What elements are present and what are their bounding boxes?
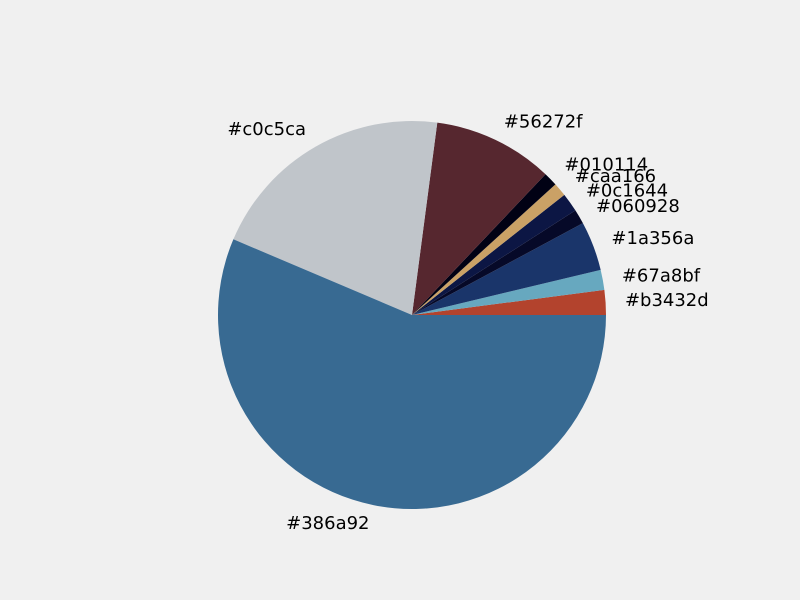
pie-slice-010114 bbox=[412, 174, 556, 315]
slice-label-c0c5ca: #c0c5ca bbox=[227, 119, 306, 140]
slice-label-060928: #060928 bbox=[596, 196, 680, 217]
pie-slice-1a356a bbox=[412, 223, 601, 315]
pie-slice-386a92 bbox=[217, 239, 606, 509]
labels-layer: #b3432d #67a8bf #1a356a #060928#0c1644#caa1… bbox=[227, 111, 708, 534]
slices-layer bbox=[217, 121, 606, 509]
slice-label-caa166: #caa166 bbox=[575, 166, 656, 187]
pie-slice-b3432d bbox=[412, 289, 606, 315]
slice-label-67a8bf: #67a8bf bbox=[622, 265, 701, 286]
pie-slice-0c1644 bbox=[412, 194, 576, 315]
pie-slice-caa166 bbox=[412, 184, 565, 315]
slice-label-b3432d: #b3432d bbox=[625, 290, 709, 311]
pie-slice-060928 bbox=[412, 210, 583, 315]
slice-label-010114: #010114 bbox=[564, 155, 648, 176]
slice-label-1a356a: #1a356a bbox=[611, 228, 694, 249]
pie-slice-67a8bf bbox=[412, 269, 605, 315]
slice-label-56272f: #56272f bbox=[504, 111, 583, 132]
slice-label-386a92: #386a92 bbox=[286, 513, 369, 534]
slice-label-0c1644: #0c1644 bbox=[586, 180, 668, 201]
pie-slice-56272f bbox=[412, 122, 546, 316]
pie-slice-c0c5ca bbox=[233, 121, 438, 315]
